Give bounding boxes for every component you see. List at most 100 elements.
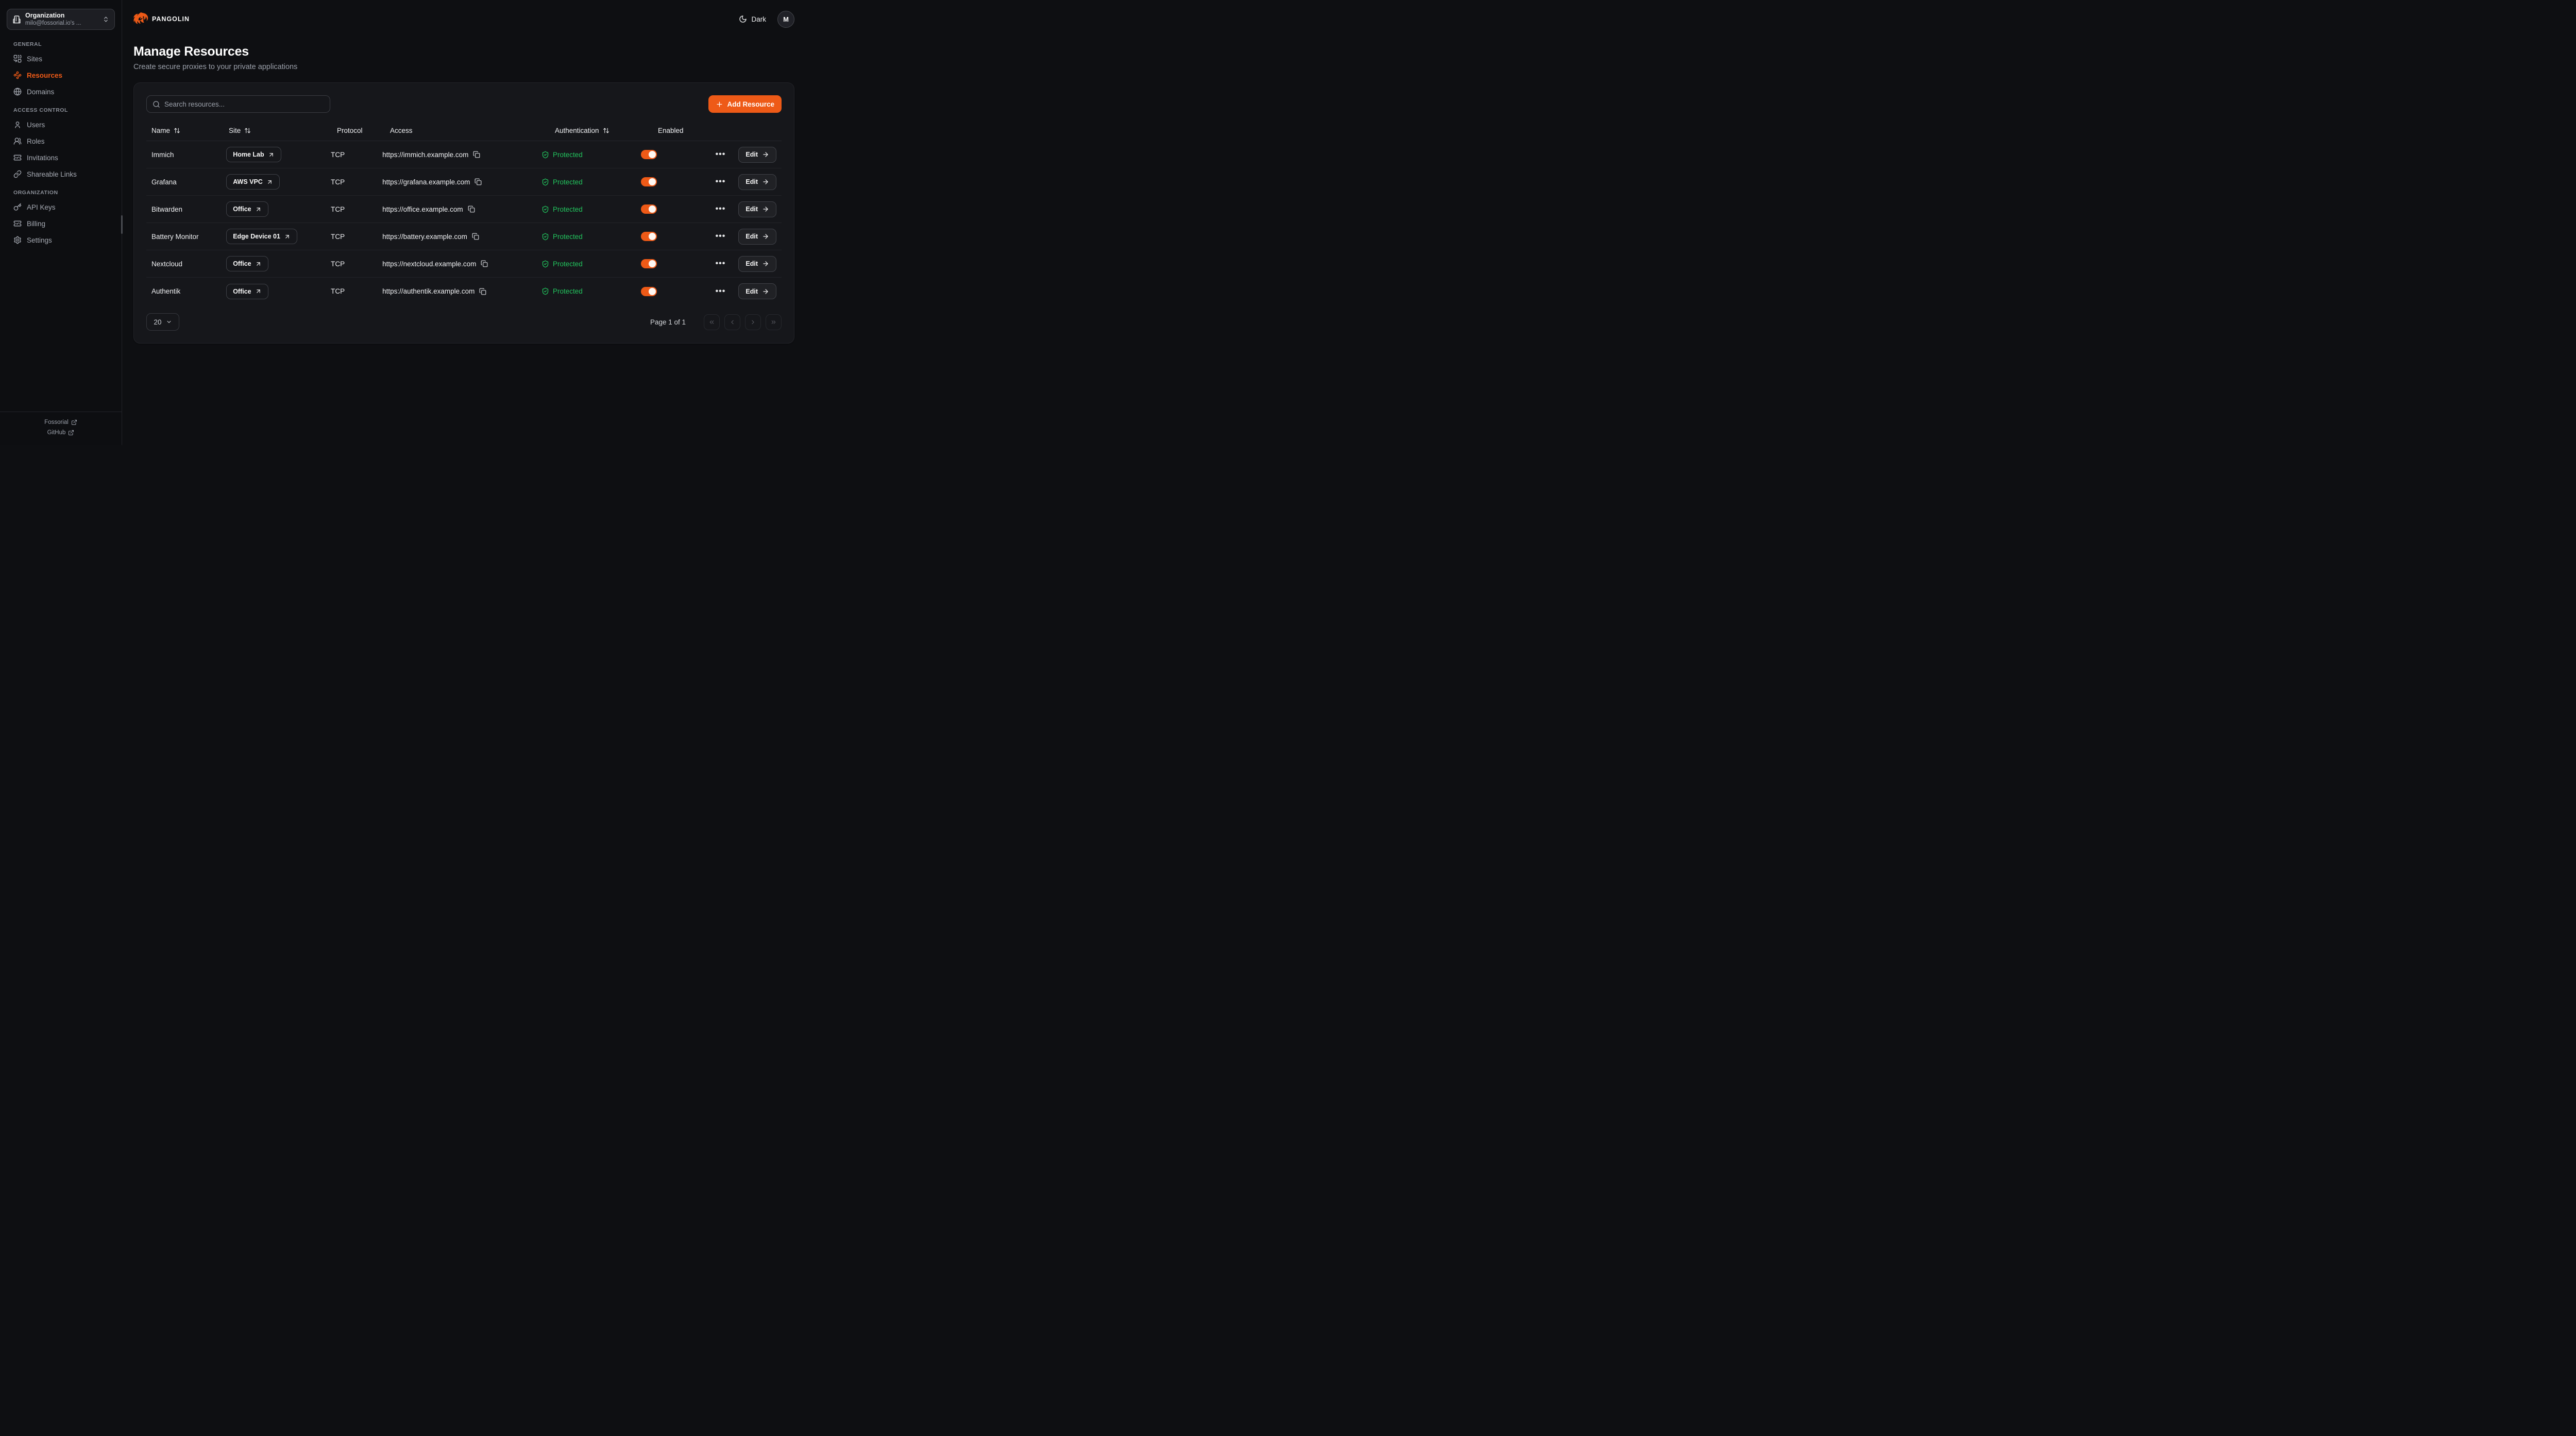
avatar-initial: M [783,15,789,23]
sidebar-item-users[interactable]: Users [0,116,122,133]
prev-page-button[interactable] [724,314,740,330]
site-link-button[interactable]: Office [226,201,268,217]
copy-url-button[interactable] [473,151,480,158]
footer-link-github[interactable]: GitHub [0,428,122,438]
column-label: Protocol [337,126,363,134]
edit-button[interactable]: Edit [738,255,776,272]
edit-button[interactable]: Edit [738,201,776,217]
copy-url-button[interactable] [481,260,488,267]
edit-button[interactable]: Edit [738,174,776,190]
pangolin-logo-icon [133,12,148,27]
arrow-up-right-icon [255,288,262,295]
avatar[interactable]: M [777,10,794,28]
footer-link-fossorial[interactable]: Fossorial [0,417,122,428]
edit-button[interactable]: Edit [738,228,776,245]
row-menu-button[interactable]: ••• [715,176,727,188]
auth-status-label: Protected [552,260,583,268]
row-menu-button[interactable]: ••• [715,285,727,298]
arrow-right-icon [762,151,769,158]
enabled-toggle[interactable] [641,259,657,268]
sort-icon [603,127,609,134]
last-page-button[interactable] [766,314,782,330]
search-input[interactable] [164,100,324,108]
edit-label: Edit [745,233,758,240]
arrow-up-right-icon [255,206,262,213]
sites-icon [13,55,22,63]
column-header-authentication[interactable]: Authentication [550,127,653,134]
user-icon [13,121,22,129]
column-header-access: Access [385,127,550,134]
copy-url-button[interactable] [474,178,482,185]
auth-status-label: Protected [552,178,583,186]
copy-url-button[interactable] [472,233,479,240]
column-header-enabled: Enabled [653,127,728,134]
sidebar-item-billing[interactable]: Billing [0,215,122,232]
arrow-right-icon [762,206,769,213]
resources-icon [13,71,22,79]
row-menu-button[interactable]: ••• [715,148,727,161]
sidebar-item-sites[interactable]: Sites [0,50,122,67]
enabled-toggle[interactable] [641,232,657,241]
resource-name: Bitwarden [151,205,183,213]
sidebar-item-resources[interactable]: Resources [0,67,122,83]
shield-check-icon [541,260,549,268]
sidebar-item-settings[interactable]: Settings [0,232,122,248]
enabled-toggle[interactable] [641,204,657,214]
edit-label: Edit [745,178,758,185]
row-menu-button[interactable]: ••• [715,258,727,270]
copy-url-button[interactable] [468,206,475,213]
first-page-button[interactable] [704,314,720,330]
org-selector[interactable]: Organization milo@fossorial.io's ... [7,9,115,30]
site-link-button[interactable]: Home Lab [226,147,281,162]
copy-url-button[interactable] [479,288,486,295]
site-link-button[interactable]: Edge Device 01 [226,229,297,244]
link-icon [13,170,22,178]
table-body: Immich Home Lab TCP https://immich.example.… [146,141,782,305]
users-icon [13,137,22,145]
moon-icon [739,15,747,23]
table-row: Authentik Office TCP https://authentik.exam… [146,278,782,305]
sidebar-item-domains[interactable]: Domains [0,83,122,100]
enabled-toggle[interactable] [641,286,657,296]
site-link-button[interactable]: Office [226,256,268,271]
resources-card: Add Resource Name Site Protocol Access Authe… [133,82,794,344]
site-link-button[interactable]: Office [226,283,268,299]
auth-status-label: Protected [552,232,583,241]
sidebar-item-shareable-links[interactable]: Shareable Links [0,166,122,182]
protocol: TCP [331,287,345,295]
edit-button[interactable]: Edit [738,146,776,163]
sidebar-item-api-keys[interactable]: API Keys [0,199,122,215]
row-menu-button[interactable]: ••• [715,203,727,215]
protocol: TCP [331,150,345,159]
page-size-select[interactable]: 20 [146,313,179,331]
table-row: Bitwarden Office TCP https://office.example… [146,196,782,223]
nav-section-label: ACCESS CONTROL [13,107,68,113]
next-page-button[interactable] [745,314,761,330]
sidebar-item-label: Invitations [27,153,58,162]
edit-button[interactable]: Edit [738,283,776,299]
site-label: AWS VPC [233,178,263,185]
sidebar-resize-handle[interactable] [121,215,123,234]
page-indicator: Page 1 of 1 [650,318,686,326]
auth-status-badge: Protected [541,260,583,268]
add-resource-button[interactable]: Add Resource [708,95,782,113]
resource-name: Battery Monitor [151,232,199,241]
site-link-button[interactable]: AWS VPC [226,174,280,190]
globe-icon [13,88,22,96]
column-header-name[interactable]: Name [146,127,224,134]
enabled-toggle[interactable] [641,177,657,186]
enabled-toggle[interactable] [641,150,657,159]
column-header-site[interactable]: Site [224,127,332,134]
ticket-check-icon [13,153,22,162]
access-url: https://office.example.com [382,205,463,213]
resource-name: Nextcloud [151,260,183,268]
sidebar-item-invitations[interactable]: Invitations [0,149,122,166]
access-url: https://battery.example.com [382,232,467,241]
sidebar-item-roles[interactable]: Roles [0,133,122,149]
table-row: Immich Home Lab TCP https://immich.example.… [146,141,782,168]
row-menu-button[interactable]: ••• [715,230,727,243]
brand-name: PANGOLIN [152,15,190,23]
sidebar-item-label: Shareable Links [27,170,77,178]
theme-toggle[interactable]: Dark [739,15,766,23]
pagination: 20 Page 1 of 1 [146,313,782,331]
